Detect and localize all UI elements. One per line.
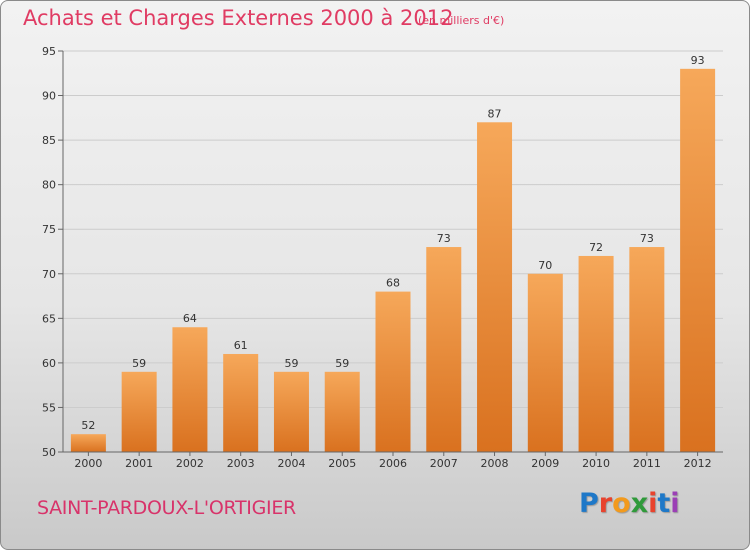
x-tick-label: 2011 (633, 457, 661, 470)
bar (477, 122, 513, 453)
x-tick-label: 2001 (125, 457, 153, 470)
x-tick-label: 2009 (531, 457, 559, 470)
logo-letter: o (612, 488, 631, 519)
proxiti-logo: Proxiti (579, 488, 680, 519)
y-tick-label: 95 (42, 45, 56, 58)
bar (578, 255, 614, 452)
bar (121, 371, 157, 452)
y-tick-label: 50 (42, 446, 56, 459)
y-tick-label: 75 (42, 223, 56, 236)
bar (680, 68, 716, 453)
bar (70, 434, 106, 452)
y-tick-label: 65 (42, 312, 56, 325)
chart-title: Achats et Charges Externes 2000 à 2012 (23, 6, 454, 30)
bar-value-label: 59 (335, 357, 349, 370)
y-tick-label: 85 (42, 134, 56, 147)
bar (273, 371, 309, 452)
x-tick-label: 2000 (74, 457, 102, 470)
y-tick-label: 70 (42, 268, 56, 281)
bar (172, 327, 208, 452)
bar (629, 247, 665, 452)
bar-value-label: 52 (81, 419, 95, 432)
bar (375, 291, 411, 452)
x-tick-label: 2012 (684, 457, 712, 470)
logo-letter: x (630, 488, 649, 519)
y-tick-label: 55 (42, 401, 56, 414)
bar-value-label: 68 (386, 277, 400, 290)
bar-value-label: 59 (132, 357, 146, 370)
x-tick-label: 2005 (328, 457, 356, 470)
logo-letter: t (657, 488, 671, 519)
bar-value-label: 87 (488, 107, 502, 120)
logo-letter: i (648, 488, 658, 519)
x-tick-label: 2002 (176, 457, 204, 470)
x-tick-label: 2007 (430, 457, 458, 470)
bar (324, 371, 360, 452)
bar-value-label: 73 (640, 232, 654, 245)
x-tick-label: 2006 (379, 457, 407, 470)
x-tick-label: 2003 (227, 457, 255, 470)
x-tick-label: 2004 (277, 457, 305, 470)
y-tick-label: 90 (42, 90, 56, 103)
commune-name: SAINT-PARDOUX-L'ORTIGIER (37, 497, 296, 519)
logo-letter: i (670, 488, 680, 519)
bar-value-label: 72 (589, 241, 603, 254)
bar-value-label: 93 (691, 54, 705, 67)
bar-value-label: 70 (538, 259, 552, 272)
bar-value-label: 59 (284, 357, 298, 370)
y-tick-label: 60 (42, 357, 56, 370)
chart-unit-label: (en milliers d'€) (418, 14, 505, 27)
bar-value-label: 73 (437, 232, 451, 245)
bar (426, 247, 462, 452)
y-tick-label: 80 (42, 179, 56, 192)
bar-value-label: 61 (234, 339, 248, 352)
bar-value-label: 64 (183, 312, 197, 325)
logo-letter: r (598, 488, 613, 519)
x-tick-label: 2008 (481, 457, 509, 470)
bar (527, 273, 563, 452)
bar (223, 353, 259, 452)
x-tick-label: 2010 (582, 457, 610, 470)
logo-letter: P (579, 488, 599, 519)
